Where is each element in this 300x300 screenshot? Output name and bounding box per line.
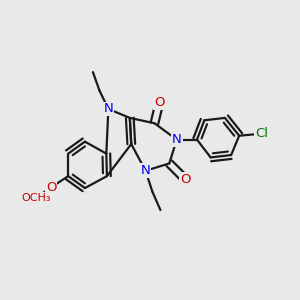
Text: N: N (103, 103, 113, 116)
Text: O: O (154, 96, 165, 109)
Text: O: O (180, 173, 191, 186)
Text: O: O (46, 181, 57, 194)
Text: Cl: Cl (255, 127, 268, 140)
Text: OCH₃: OCH₃ (22, 193, 51, 202)
Text: N: N (141, 164, 150, 177)
Text: N: N (172, 133, 182, 146)
